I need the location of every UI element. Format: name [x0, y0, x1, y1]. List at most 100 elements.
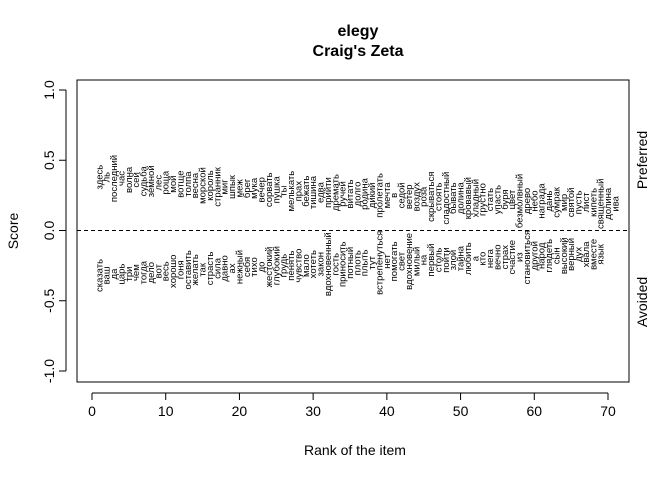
avoided-word-66: дух — [574, 247, 585, 262]
preferred-word-66: пусть — [574, 190, 585, 214]
avoided-word-39: встрепенуться — [374, 231, 385, 295]
x-axis-label: Rank of the item — [304, 442, 406, 458]
preferred-word-41: в — [389, 193, 400, 198]
avoided-word-46: первый — [426, 244, 437, 277]
y-tick-label-3: 0.5 — [41, 150, 57, 170]
right-label-preferred: Preferred — [634, 131, 650, 189]
avoided-word-24: жестокий — [264, 247, 275, 288]
preferred-word-56: буря — [500, 189, 511, 209]
y-tick-label-1: -0.5 — [41, 288, 57, 312]
avoided-word-5: три — [124, 267, 135, 282]
y-axis-label: Score — [5, 213, 21, 250]
x-tick-label-3: 30 — [305, 403, 321, 419]
preferred-word-64: мир — [559, 194, 570, 211]
chart-title: elegy — [338, 23, 379, 40]
preferred-word-27: мелькать — [286, 171, 297, 212]
avoided-word-50: тайна — [456, 245, 467, 271]
preferred-word-32: прийти — [323, 177, 334, 208]
avoided-word-3: да — [109, 268, 120, 280]
preferred-word-49: бывать — [448, 182, 459, 214]
avoided-word-44: милый — [411, 247, 422, 277]
preferred-word-18: миг — [220, 179, 231, 195]
avoided-word-11: хорошо — [168, 255, 179, 288]
preferred-word-6: сей — [131, 172, 142, 187]
avoided-word-37: плыть — [360, 249, 371, 276]
avoided-word-63: сын — [551, 247, 562, 264]
preferred-word-62: дань — [544, 190, 555, 211]
preferred-word-26: ты — [279, 185, 290, 196]
preferred-word-8: земной — [146, 165, 157, 197]
avoided-word-33: гость — [330, 253, 341, 276]
avoided-word-31: закон — [316, 252, 327, 276]
preferred-word-34: ручей — [338, 181, 349, 206]
right-label-avoided: Avoided — [634, 277, 650, 327]
avoided-word-67: хвала — [581, 241, 592, 268]
avoided-word-52: а — [470, 255, 481, 261]
x-tick-label-6: 60 — [526, 403, 542, 419]
preferred-word-69: священный — [596, 179, 607, 229]
avoided-word-51: любить — [463, 242, 474, 275]
avoided-word-27: пенять — [286, 251, 297, 281]
chart-subtitle: Craig's Zeta — [313, 43, 404, 60]
preferred-word-20: меж — [234, 179, 245, 198]
preferred-word-1: здесь — [94, 165, 105, 190]
preferred-word-63: сумрак — [551, 186, 562, 217]
avoided-word-17: сила — [212, 257, 223, 279]
preferred-word-29: бежать — [301, 175, 312, 206]
preferred-word-61: награда — [537, 183, 548, 219]
avoided-word-25: глубокий — [271, 246, 282, 285]
preferred-word-11: мой — [168, 176, 179, 193]
avoided-word-43: вдохновение — [404, 233, 415, 290]
preferred-word-39: пролетать — [374, 173, 385, 218]
preferred-word-42: седой — [397, 182, 408, 208]
avoided-word-8: дело — [146, 262, 157, 283]
preferred-word-46: скрываться — [426, 172, 437, 222]
preferred-word-13: толпа — [183, 171, 194, 197]
avoided-word-56: страх — [500, 245, 511, 270]
preferred-word-68: кипеть — [588, 188, 599, 217]
avoided-word-23: до — [257, 262, 268, 273]
x-tick-label-5: 50 — [453, 403, 469, 419]
preferred-word-55: упасть — [492, 185, 503, 214]
preferred-word-14: весна — [190, 172, 201, 198]
avoided-word-41: помогать — [389, 241, 400, 281]
x-tick-label-2: 20 — [232, 403, 248, 419]
preferred-word-33: дремать — [330, 174, 341, 211]
preferred-word-67: лист — [581, 192, 592, 213]
avoided-word-48: пойти — [441, 247, 452, 272]
avoided-word-58: из — [515, 252, 526, 262]
preferred-word-36: долго — [352, 182, 363, 207]
preferred-word-57: цвет — [507, 189, 518, 209]
avoided-word-49: злой — [448, 250, 459, 271]
avoided-word-38: тут — [367, 255, 378, 269]
avoided-word-60: другой — [529, 241, 540, 270]
preferred-word-51: кровавый — [463, 177, 474, 219]
avoided-word-13: оставить — [183, 250, 194, 289]
y-tick-label-4: 1.0 — [41, 80, 57, 100]
avoided-word-18: давно — [220, 255, 231, 281]
preferred-word-70: долина — [603, 187, 614, 220]
avoided-word-68: вместе — [588, 239, 599, 270]
avoided-word-10: весь — [161, 261, 172, 281]
preferred-word-28: прах — [293, 181, 304, 202]
avoided-word-42: свет — [397, 251, 408, 271]
avoided-word-35: потный — [345, 247, 356, 279]
avoided-word-34: приносить — [338, 241, 349, 287]
avoided-word-14: желать — [190, 254, 201, 285]
x-tick-label-1: 10 — [158, 403, 174, 419]
word-marks-group: здесьльпоследнийчасволнасейсудьбаземнойл… — [94, 155, 621, 296]
avoided-word-16: страсть — [205, 252, 216, 286]
preferred-word-35: витать — [345, 179, 356, 208]
preferred-word-30: тишина — [308, 175, 319, 209]
avoided-word-53: кто — [478, 252, 489, 266]
avoided-word-22: тихо — [249, 257, 260, 277]
x-tick-label-7: 70 — [600, 403, 616, 419]
preferred-word-23: вечер — [257, 177, 268, 202]
preferred-word-44: воздух — [411, 182, 422, 212]
preferred-word-15: морской — [198, 167, 209, 204]
preferred-word-25: пушка — [271, 175, 282, 203]
avoided-word-47: столь — [433, 248, 444, 273]
y-tick-label-2: 0.0 — [41, 221, 57, 241]
preferred-word-59: древо — [522, 188, 533, 214]
